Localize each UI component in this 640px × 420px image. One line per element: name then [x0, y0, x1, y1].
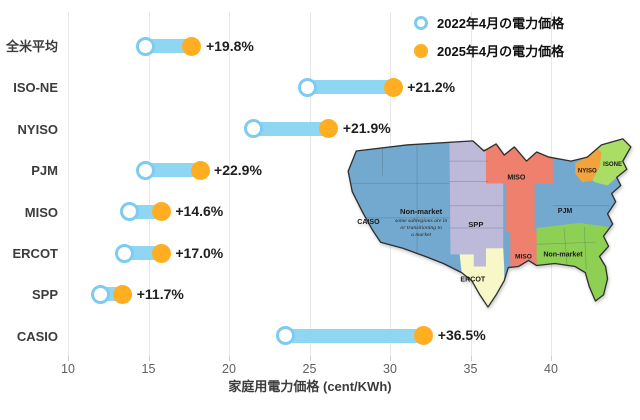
- dumbbell-track: [145, 163, 200, 178]
- map-region-isone: [592, 138, 631, 186]
- dumbbell-track: [285, 328, 424, 343]
- marker-2022: [114, 243, 134, 263]
- legend-item-2022: 2022年4月の電力価格: [414, 13, 564, 32]
- map-label-pjm: PJM: [558, 207, 573, 215]
- x-tick-mark: [390, 356, 391, 361]
- dumbbell-row: ISO-NE +21.2%: [0, 76, 640, 98]
- marker-2025: [151, 202, 171, 222]
- dumbbell-track: [253, 121, 329, 136]
- pct-change-label: +22.9%: [214, 161, 262, 178]
- gridline: [148, 12, 150, 356]
- legend-label-2025: 2025年4月の電力価格: [437, 44, 565, 59]
- map-label-nyiso: NYISO: [578, 167, 597, 174]
- dumbbell-track: [145, 39, 192, 53]
- x-tick-mark: [309, 356, 311, 361]
- open-circle-icon: [414, 15, 428, 30]
- dumbbell-row: PJM +22.9%: [0, 159, 640, 181]
- map-label-miso-north: MISO: [507, 173, 526, 181]
- marker-2025: [190, 160, 210, 180]
- map-label-ercot: ERCOT: [460, 276, 485, 284]
- map-region-southeast-nonmarket: [536, 222, 610, 301]
- x-tick-label: 30: [383, 362, 397, 376]
- x-tick-label: 10: [61, 362, 75, 376]
- x-tick-label: 25: [302, 362, 317, 376]
- marker-2022: [135, 36, 155, 56]
- gridline: [68, 12, 69, 356]
- category-label: 全米平均: [5, 39, 58, 54]
- marker-2025: [319, 119, 339, 139]
- marker-2022: [119, 202, 139, 222]
- x-tick-mark: [148, 356, 150, 361]
- x-tick-label: 35: [463, 362, 478, 376]
- map-region-nyiso: [575, 147, 602, 183]
- x-tick-mark: [68, 356, 69, 361]
- us-iso-regions-map: CAISO Non-market some subregions are in …: [336, 134, 640, 320]
- category-label: NYISO: [17, 121, 58, 137]
- dumbbell-row: 全米平均 +19.8%: [0, 35, 640, 57]
- map-label-caiso: CAISO: [357, 218, 380, 226]
- x-tick-label: 15: [141, 362, 156, 376]
- x-axis-title: 家庭用電力価格 (cent/KWh): [228, 379, 392, 394]
- map-label-isone: ISONE: [603, 161, 622, 168]
- x-tick-mark: [229, 356, 230, 361]
- dumbbell-row: NYISO +21.9%: [0, 118, 640, 140]
- marker-2022: [275, 326, 295, 346]
- pct-change-label: +19.8%: [205, 37, 254, 54]
- pct-change-label: +14.6%: [175, 203, 224, 220]
- pct-change-label: +17.0%: [175, 244, 224, 261]
- marker-2022: [298, 77, 318, 97]
- map-label-spp: SPP: [468, 220, 483, 229]
- marker-2025: [113, 284, 133, 304]
- category-label: CASIO: [16, 328, 58, 344]
- map-sublabel-1: some subregions are in: [395, 218, 447, 224]
- marker-2025: [151, 243, 171, 263]
- category-label: PJM: [31, 163, 58, 179]
- map-sublabel-2: or transitioning to: [400, 225, 442, 231]
- marker-2025: [383, 77, 403, 97]
- dumbbell-row: MISO +14.6%: [0, 201, 640, 223]
- filled-circle-icon: [414, 43, 428, 58]
- marker-2025: [182, 36, 202, 56]
- marker-2025: [414, 326, 434, 346]
- map-label-miso-south: MISO: [515, 253, 532, 260]
- state-borders: [350, 144, 610, 270]
- category-label: ERCOT: [12, 246, 59, 261]
- map-label-west-nonmarket: Non-market: [400, 207, 443, 216]
- category-label: MISO: [24, 204, 58, 220]
- category-label: SPP: [31, 287, 58, 303]
- marker-2022: [243, 119, 263, 139]
- x-tick-label: 40: [544, 362, 558, 376]
- category-label: ISO-NE: [13, 80, 58, 96]
- map-sublabel-3: a market: [411, 232, 431, 238]
- x-tick-mark: [470, 356, 472, 361]
- pct-change-label: +21.2%: [407, 78, 456, 95]
- gridline: [309, 12, 311, 356]
- dumbbell-row: SPP +11.7%: [0, 283, 640, 305]
- map-region-miso: [485, 143, 553, 267]
- x-tick-mark: [551, 356, 552, 361]
- marker-2022: [90, 284, 110, 304]
- gridline: [229, 12, 230, 356]
- legend: 2022年4月の電力価格 2025年4月の電力価格: [414, 13, 564, 69]
- pct-change-label: +36.5%: [437, 327, 486, 344]
- x-tick-label: 20: [222, 362, 236, 376]
- pct-change-label: +11.7%: [136, 285, 184, 302]
- pct-change-label: +21.9%: [342, 120, 391, 137]
- dumbbell-row: ERCOT +17.0%: [0, 242, 640, 264]
- dumbbell-row: CASIO +36.5%: [0, 325, 640, 347]
- us-outline: [347, 138, 632, 308]
- map-label-southeast-nonmarket: Non-market: [543, 250, 583, 258]
- legend-label-2022: 2022年4月の電力価格: [437, 16, 565, 31]
- dumbbell-track: [307, 80, 394, 95]
- map-region-ercot: [459, 248, 505, 308]
- marker-2022: [135, 160, 155, 180]
- legend-item-2025: 2025年4月の電力価格: [414, 41, 564, 60]
